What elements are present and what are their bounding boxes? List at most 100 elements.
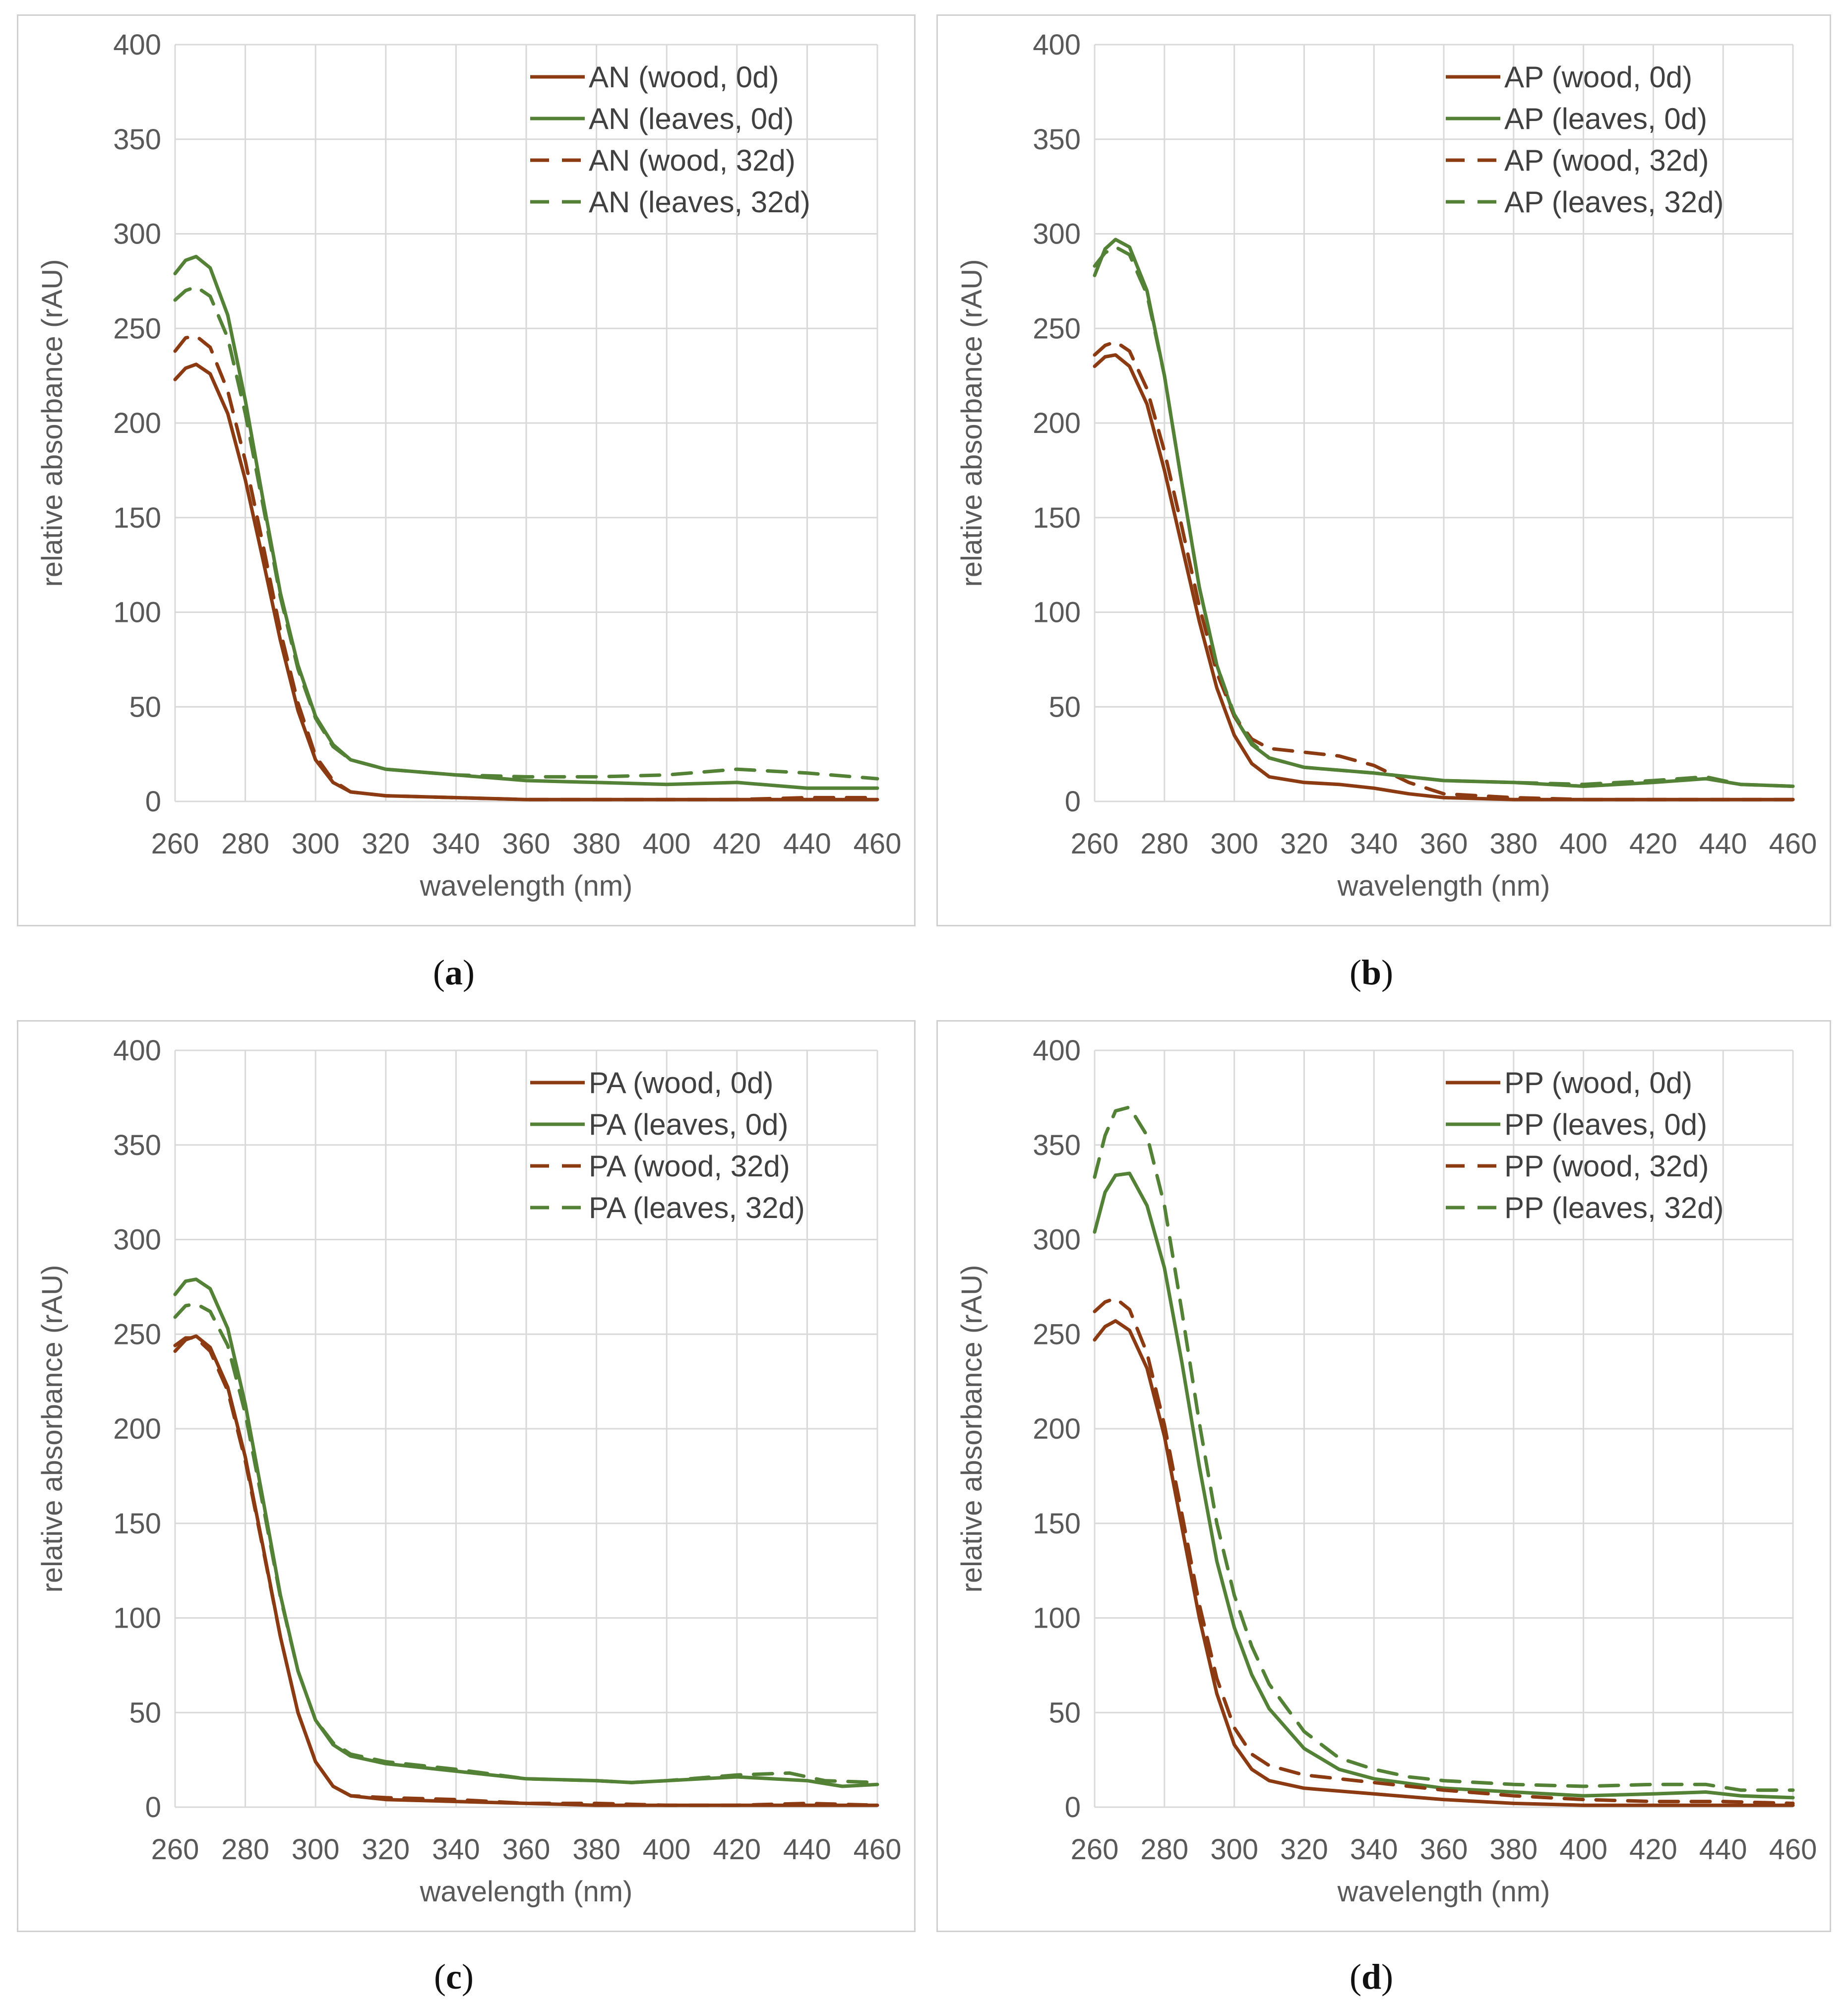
y-tick-label: 250 bbox=[1033, 312, 1081, 345]
gridlines bbox=[1094, 1049, 1794, 1808]
y-tick-label: 50 bbox=[129, 1697, 161, 1729]
y-tick-label: 150 bbox=[113, 1508, 161, 1540]
chart-panel-c: 0 50 100 150 200 250 300 350 400 260 280 300 320 340 3… bbox=[17, 1020, 916, 1932]
y-tick-label: 400 bbox=[1033, 29, 1081, 61]
series-line-2 bbox=[1093, 1171, 1795, 1800]
y-tick-label: 0 bbox=[1065, 1791, 1081, 1824]
x-tick-label: 400 bbox=[643, 1833, 691, 1866]
legend-label: PA (wood, 0d) bbox=[589, 1066, 773, 1099]
x-tick-label: 260 bbox=[1071, 828, 1119, 860]
y-tick-label: 200 bbox=[1033, 1413, 1081, 1445]
legend-label: AN (wood, 0d) bbox=[589, 61, 779, 94]
y-tick-label: 150 bbox=[113, 502, 161, 534]
x-tick-label: 300 bbox=[1210, 1833, 1258, 1866]
legend-label: PP (leaves, 32d) bbox=[1504, 1191, 1724, 1224]
y-axis-title: relative absorbance (rAU) bbox=[956, 1265, 988, 1593]
x-tick-label: 320 bbox=[362, 1833, 410, 1866]
series-line-3 bbox=[1093, 340, 1795, 801]
x-tick-label: 280 bbox=[221, 828, 269, 860]
x-tick-label: 420 bbox=[713, 1833, 761, 1866]
x-tick-label: 340 bbox=[432, 1833, 480, 1866]
y-tick-label: 0 bbox=[145, 786, 161, 818]
y-axis-title: relative absorbance (rAU) bbox=[956, 259, 988, 587]
x-tick-label: 280 bbox=[1140, 828, 1188, 860]
x-tick-label: 340 bbox=[432, 828, 480, 860]
y-tick-label: 250 bbox=[113, 312, 161, 345]
x-tick-label: 360 bbox=[502, 1833, 551, 1866]
legend-label: AP (wood, 0d) bbox=[1504, 61, 1692, 94]
series-line-4 bbox=[1093, 245, 1795, 788]
series-line-4 bbox=[173, 1302, 879, 1784]
x-tick-label: 380 bbox=[572, 1833, 620, 1866]
x-tick-label: 420 bbox=[713, 828, 761, 860]
chart-panel-d: 0 50 100 150 200 250 300 350 400 260 280 300 320 340 3… bbox=[936, 1020, 1831, 1932]
x-tick-label: 320 bbox=[1280, 828, 1328, 860]
y-tick-label: 0 bbox=[145, 1791, 161, 1824]
x-tick-label: 320 bbox=[1280, 1833, 1328, 1866]
x-tick-label: 460 bbox=[1769, 828, 1817, 860]
x-tick-label: 260 bbox=[151, 1833, 199, 1866]
y-tick-label: 50 bbox=[129, 691, 161, 723]
series-line-4 bbox=[173, 285, 879, 781]
y-tick-label: 100 bbox=[1033, 1602, 1081, 1635]
gridlines bbox=[174, 1049, 878, 1808]
x-axis-title: wavelength (nm) bbox=[1337, 1876, 1550, 1908]
x-tick-label: 280 bbox=[1140, 1833, 1188, 1866]
x-tick-label: 460 bbox=[854, 828, 902, 860]
x-tick-label: 260 bbox=[1071, 1833, 1119, 1866]
legend-label: AN (leaves, 32d) bbox=[589, 185, 810, 219]
x-tick-label: 340 bbox=[1350, 828, 1398, 860]
legend-label: PA (leaves, 32d) bbox=[589, 1191, 805, 1224]
y-tick-label: 350 bbox=[1033, 1129, 1081, 1161]
x-tick-label: 400 bbox=[1559, 828, 1607, 860]
y-tick-label: 100 bbox=[1033, 597, 1081, 629]
x-tick-label: 400 bbox=[1559, 1833, 1607, 1866]
y-tick-label: 300 bbox=[113, 218, 161, 250]
y-tick-label: 200 bbox=[1033, 407, 1081, 439]
chart-panel-b: 0 50 100 150 200 250 300 350 400 260 280 300 320 340 3… bbox=[936, 14, 1831, 926]
caption-c: (c) bbox=[434, 1957, 474, 1997]
chart-svg-d: 0 50 100 150 200 250 300 350 400 260 280 300 320 340 3… bbox=[956, 1034, 1817, 1908]
chart-svg-a: 0 50 100 150 200 250 300 350 400 260 280 300 320 340 3… bbox=[36, 29, 902, 902]
legend-label: AP (leaves, 0d) bbox=[1504, 102, 1707, 135]
series-line-4 bbox=[1093, 1105, 1795, 1792]
x-tick-label: 440 bbox=[783, 1833, 831, 1866]
series-line-1 bbox=[1093, 353, 1795, 801]
x-tick-label: 300 bbox=[1210, 828, 1258, 860]
x-tick-label: 320 bbox=[362, 828, 410, 860]
x-tick-label: 340 bbox=[1350, 1833, 1398, 1866]
y-tick-label: 400 bbox=[1033, 1034, 1081, 1067]
legend-label: AP (wood, 32d) bbox=[1504, 144, 1709, 177]
caption-a: (a) bbox=[433, 953, 475, 992]
x-tick-label: 300 bbox=[292, 828, 340, 860]
y-tick-label: 300 bbox=[1033, 1224, 1081, 1256]
x-tick-label: 380 bbox=[572, 828, 620, 860]
y-tick-label: 100 bbox=[113, 597, 161, 629]
caption-d: (d) bbox=[1349, 1957, 1393, 1997]
x-axis-title: wavelength (nm) bbox=[420, 1876, 633, 1908]
legend-label: AN (leaves, 0d) bbox=[589, 102, 794, 135]
legend-label: AN (wood, 32d) bbox=[589, 144, 796, 177]
y-tick-label: 350 bbox=[113, 1129, 161, 1161]
chart-svg-c: 0 50 100 150 200 250 300 350 400 260 280 300 320 340 3… bbox=[36, 1034, 902, 1908]
y-tick-label: 50 bbox=[1048, 1697, 1081, 1729]
x-tick-label: 360 bbox=[1420, 1833, 1468, 1866]
y-tick-label: 200 bbox=[113, 407, 161, 439]
y-tick-label: 250 bbox=[113, 1318, 161, 1350]
series-line-1 bbox=[1093, 1319, 1795, 1807]
y-axis-title: relative absorbance (rAU) bbox=[36, 1265, 68, 1593]
x-tick-label: 460 bbox=[854, 1833, 902, 1866]
y-tick-label: 100 bbox=[113, 1602, 161, 1635]
x-tick-label: 380 bbox=[1489, 1833, 1538, 1866]
x-tick-label: 440 bbox=[1699, 1833, 1747, 1866]
x-tick-label: 460 bbox=[1769, 1833, 1817, 1866]
x-tick-label: 380 bbox=[1489, 828, 1538, 860]
caption-b: (b) bbox=[1349, 953, 1393, 992]
x-axis-title: wavelength (nm) bbox=[1337, 870, 1550, 902]
x-tick-label: 420 bbox=[1629, 828, 1677, 860]
y-tick-label: 50 bbox=[1048, 691, 1081, 723]
legend-label: AP (leaves, 32d) bbox=[1504, 185, 1724, 219]
chart-panel-a: 0 50 100 150 200 250 300 350 400 260 280 300 320 340 3… bbox=[17, 14, 916, 926]
y-tick-label: 0 bbox=[1065, 786, 1081, 818]
x-tick-label: 280 bbox=[221, 1833, 269, 1866]
